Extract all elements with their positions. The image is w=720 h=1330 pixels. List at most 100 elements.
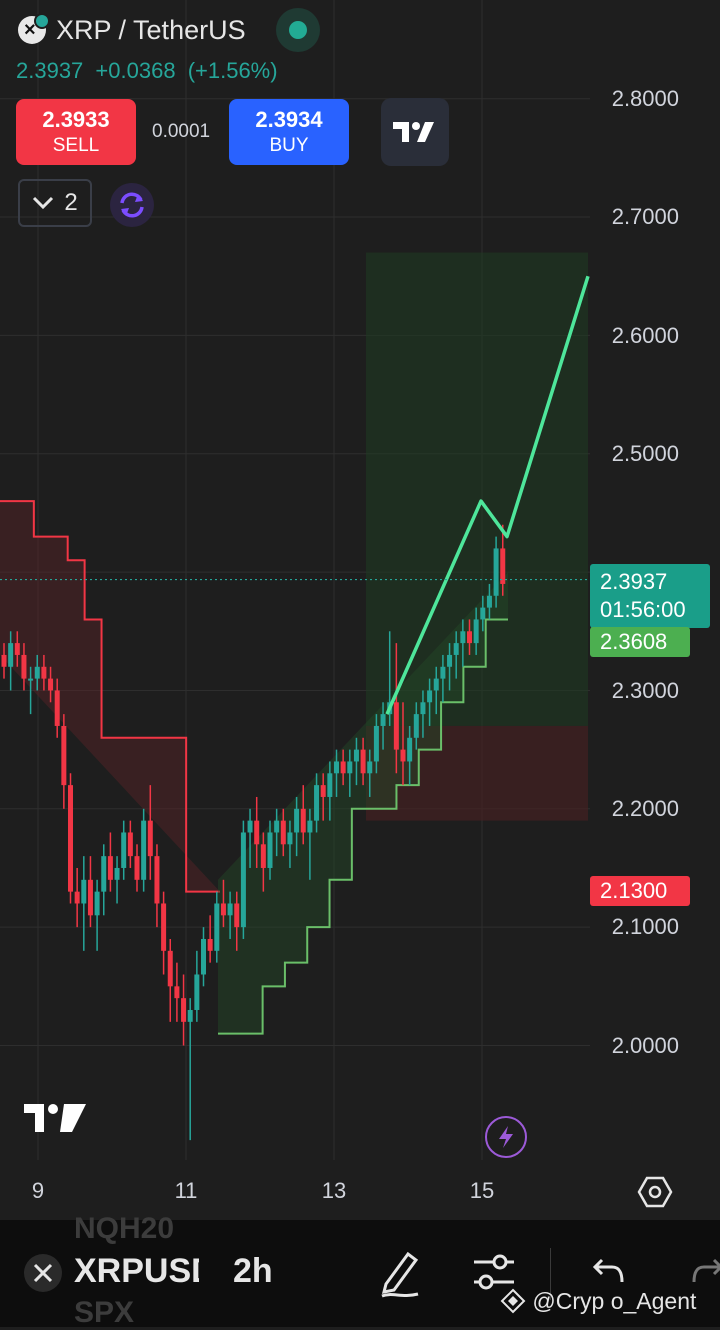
- time-axis-label: 9: [31, 1178, 45, 1203]
- candle-body: [400, 749, 406, 762]
- undo-button[interactable]: [592, 1256, 626, 1286]
- candle: [121, 820, 127, 880]
- candle-body: [334, 761, 339, 774]
- sliders-icon: [474, 1254, 514, 1290]
- sell-label: SELL: [52, 135, 100, 156]
- refresh-button[interactable]: [110, 183, 154, 227]
- candle: [14, 631, 20, 667]
- candle-body: [320, 785, 326, 797]
- candle: [214, 891, 220, 963]
- time-axis-label: 15: [469, 1178, 495, 1203]
- candle: [234, 891, 240, 951]
- sell-button[interactable]: 2.3933 SELL: [16, 99, 136, 165]
- candle-body: [187, 1009, 193, 1022]
- candle: [314, 773, 320, 833]
- author-credit-text: @Cryp o_Agent: [532, 1288, 697, 1314]
- candle: [207, 915, 213, 963]
- last-price: 2.3937: [16, 58, 84, 83]
- live-dot-icon[interactable]: [275, 8, 320, 52]
- candle: [360, 737, 366, 786]
- candle-body: [54, 690, 60, 726]
- redo-button[interactable]: [690, 1256, 720, 1286]
- candle: [400, 702, 406, 786]
- candle: [254, 796, 260, 868]
- symbol-title: XRP / TetherUS: [56, 14, 246, 45]
- price-change: +0.0368: [95, 58, 176, 83]
- candle-body: [161, 903, 167, 951]
- undo-icon: [592, 1258, 624, 1283]
- price-axis-label: 2.2000: [611, 796, 679, 821]
- close-symbol-button[interactable]: [24, 1254, 62, 1292]
- trailing-upper-fill: [0, 501, 220, 892]
- candle-body: [353, 749, 359, 762]
- binance-logo-icon: [500, 1288, 526, 1314]
- tradingview-logo-icon: [393, 122, 434, 142]
- buy-button[interactable]: 2.3934 BUY: [229, 99, 349, 165]
- candle-body: [41, 666, 47, 679]
- candle-body: [447, 654, 453, 667]
- projection-line: [385, 275, 590, 715]
- candle-body: [247, 820, 253, 833]
- quick-trade-button[interactable]: [485, 1116, 527, 1158]
- candle: [274, 808, 280, 857]
- chart-settings-button[interactable]: [637, 1174, 673, 1210]
- candle-body: [240, 832, 246, 928]
- pencil-icon: [381, 1251, 419, 1298]
- candle-body: [393, 702, 399, 750]
- candle: [127, 820, 133, 868]
- candle-body: [34, 666, 40, 679]
- candle: [54, 678, 60, 738]
- time-axis-label: 11: [174, 1178, 198, 1203]
- candle-body: [147, 820, 153, 857]
- symbol-selector[interactable]: XRPUSDT: [74, 1252, 199, 1290]
- candle-body: [440, 666, 446, 679]
- price-chart[interactable]: [0, 0, 720, 1220]
- candle: [353, 737, 359, 786]
- drawing-tools-button[interactable]: [378, 1248, 422, 1298]
- symbol-list-item[interactable]: SPX: [74, 1296, 135, 1329]
- close-icon: [33, 1263, 53, 1283]
- last-price-tag-value: 2.3937: [600, 569, 668, 594]
- candle-body: [260, 844, 266, 868]
- interval-selector[interactable]: 2h: [233, 1252, 273, 1290]
- candle-body: [214, 903, 220, 951]
- candle: [74, 867, 80, 928]
- candle-body: [407, 737, 413, 762]
- candle: [167, 938, 173, 1022]
- symbol-header[interactable]: × XRP / TetherUS: [18, 8, 320, 52]
- candle-body: [48, 678, 54, 691]
- candle-body: [254, 820, 260, 845]
- price-axis-label: 2.3000: [611, 678, 679, 703]
- indicators-button[interactable]: [472, 1250, 516, 1294]
- candle: [187, 998, 193, 1141]
- candle-body: [114, 867, 120, 880]
- candle-body: [8, 643, 14, 667]
- candle: [500, 524, 506, 596]
- candle: [220, 879, 226, 928]
- candle-body: [107, 856, 113, 880]
- collapse-indicators-button[interactable]: 2: [18, 179, 92, 227]
- candle: [347, 749, 353, 797]
- symbol-list-item[interactable]: NQH20: [74, 1212, 175, 1245]
- candle: [413, 702, 419, 750]
- refresh-icon: [120, 192, 144, 218]
- time-axis-label: 13: [321, 1178, 347, 1203]
- last-price-tag: 2.3937 01:56:00: [590, 564, 710, 628]
- candle: [473, 607, 479, 655]
- candle: [1, 643, 7, 679]
- candle: [287, 820, 293, 868]
- price-axis-label: 2.7000: [611, 204, 679, 229]
- tradingview-button[interactable]: [381, 98, 449, 166]
- candle-body: [121, 832, 127, 868]
- candle: [201, 927, 206, 987]
- candle: [87, 856, 93, 928]
- candle-body: [314, 785, 320, 821]
- candle: [8, 631, 14, 691]
- candle: [240, 820, 246, 939]
- candle-body: [1, 654, 7, 667]
- candle-body: [14, 643, 20, 655]
- candle-body: [307, 820, 313, 833]
- candle: [447, 643, 453, 691]
- candle: [300, 785, 306, 845]
- candle-body: [28, 678, 34, 681]
